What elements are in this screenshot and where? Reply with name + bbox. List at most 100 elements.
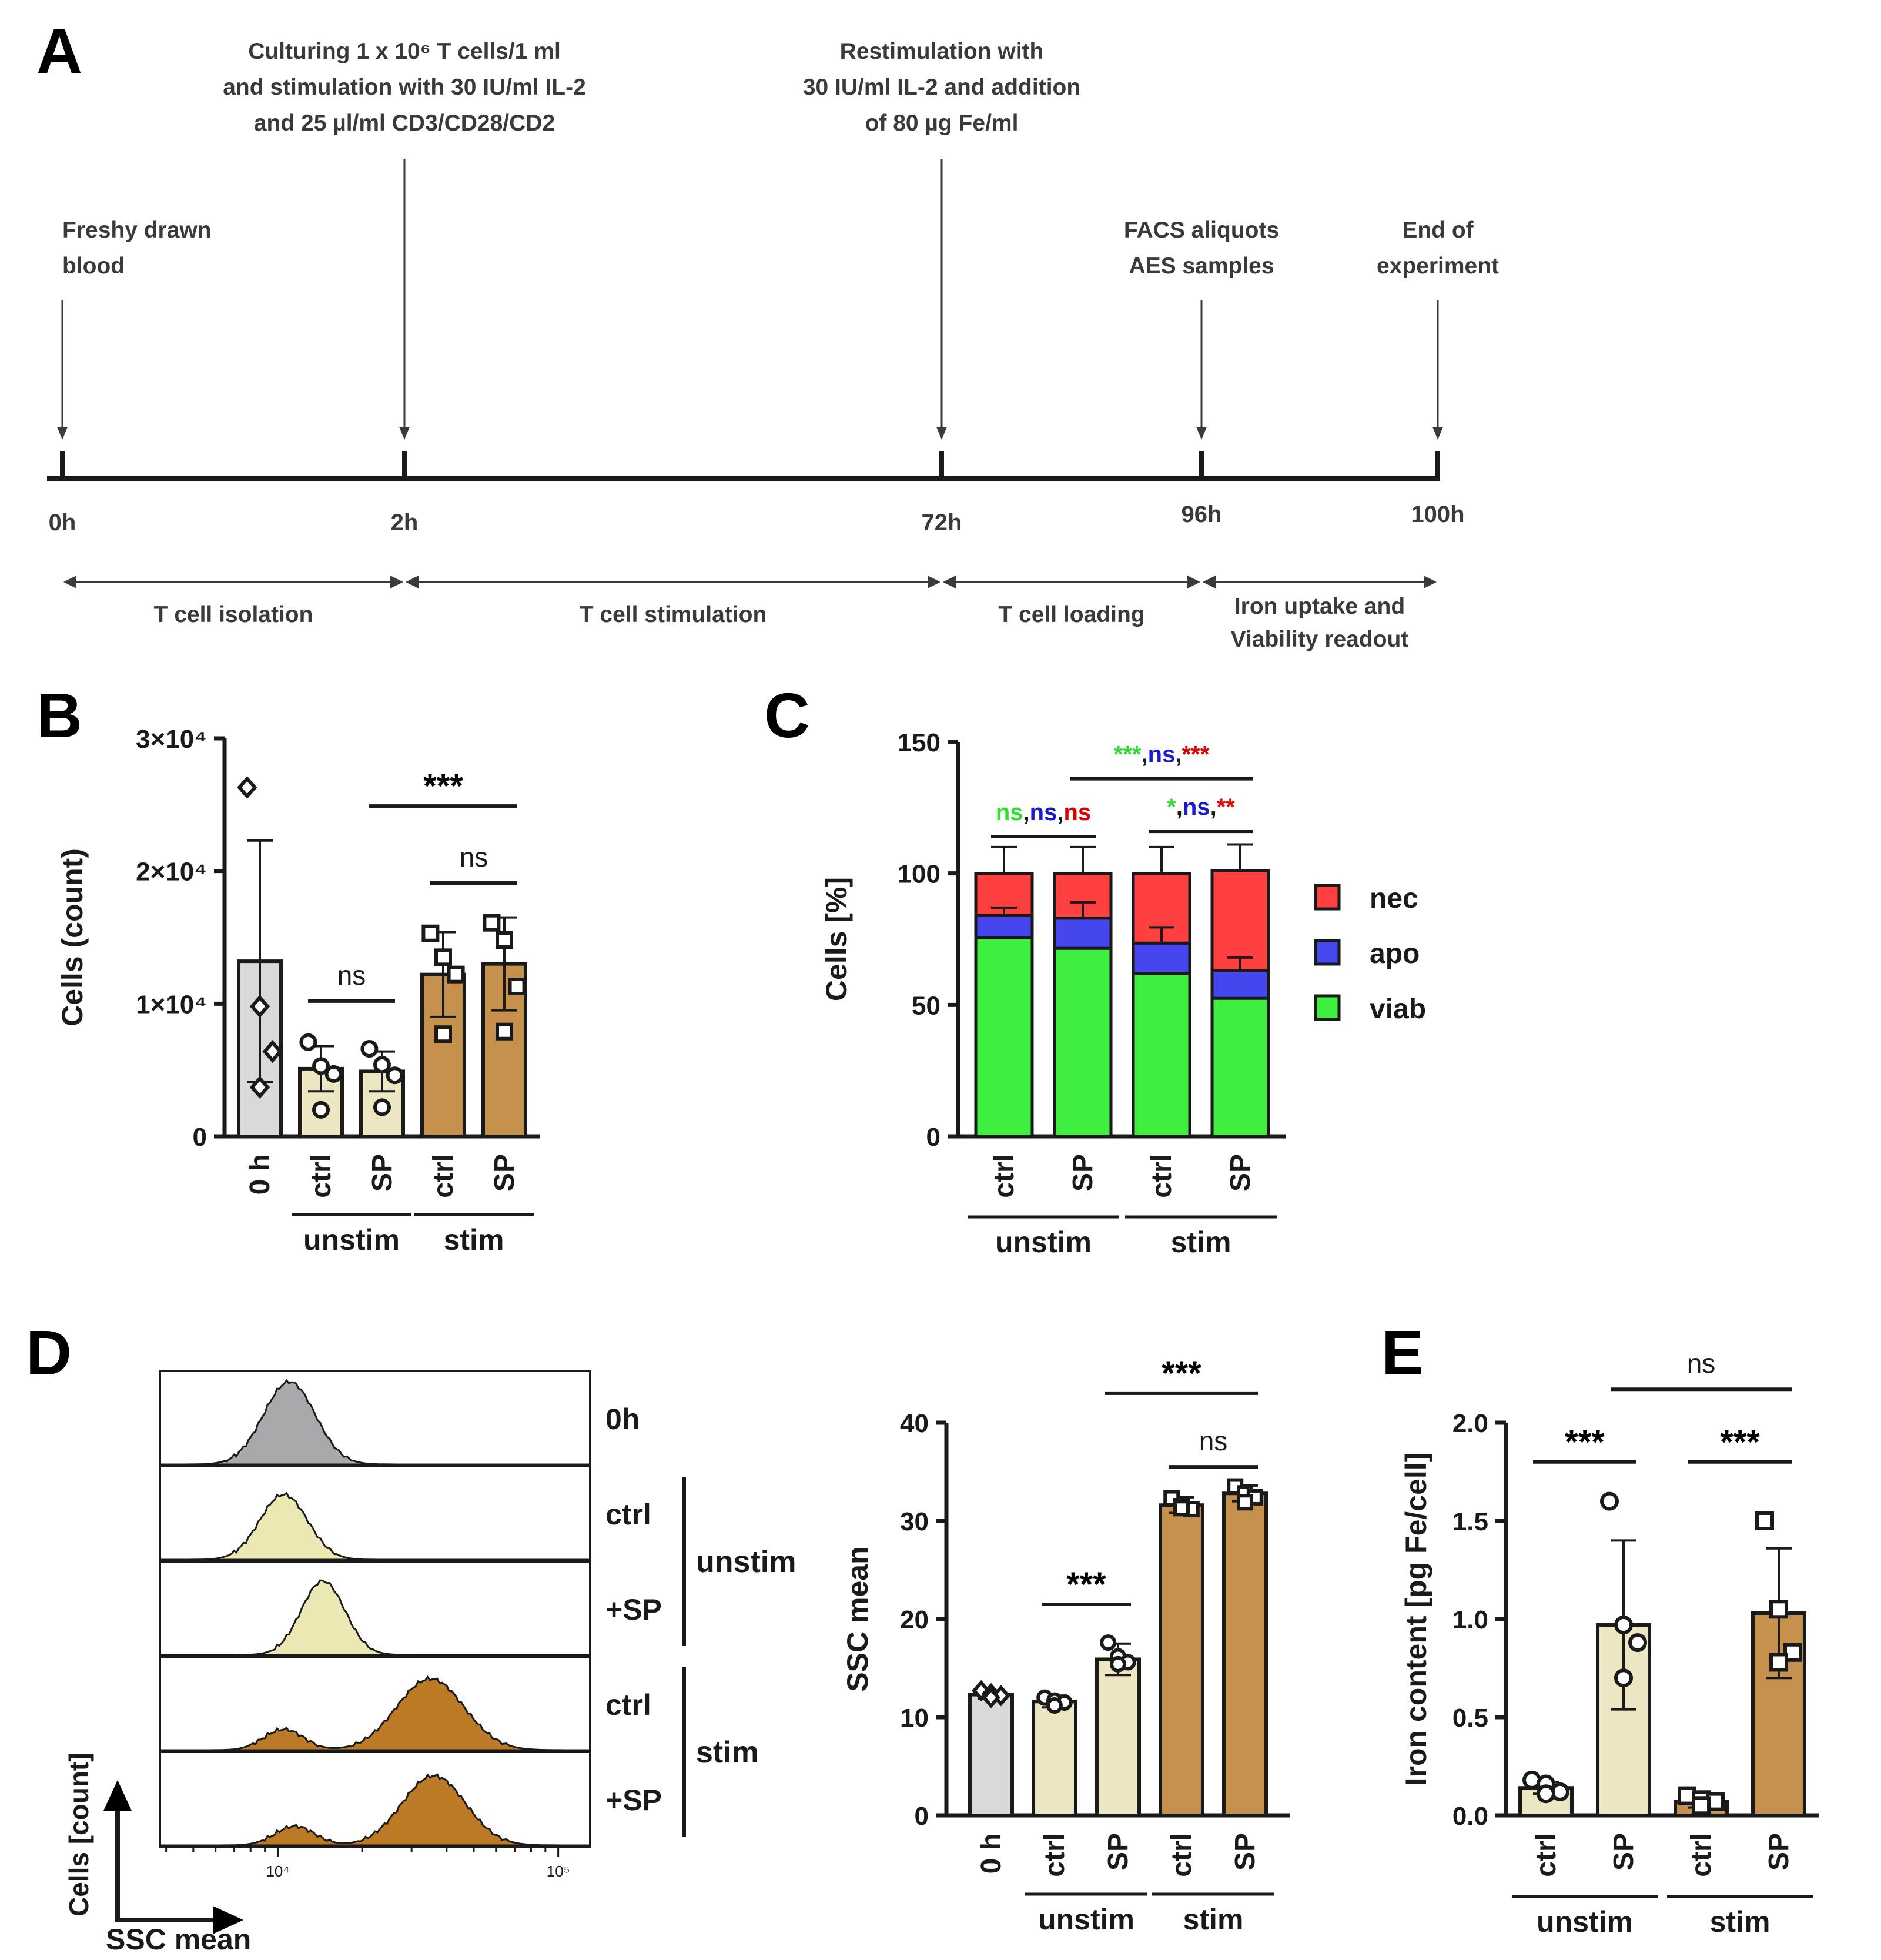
data-point: [1600, 1491, 1619, 1511]
data-point: [360, 1040, 379, 1058]
x-tick-label: ctrl: [306, 1154, 337, 1198]
panel-letter-e: E: [1381, 1317, 1424, 1388]
timeline-event-text: AES samples: [1129, 253, 1274, 279]
y-tick-label: 2.0: [1452, 1409, 1488, 1438]
data-point: [496, 931, 513, 949]
significance-label: ns: [1199, 1426, 1228, 1456]
timeline-tick-label: 100h: [1411, 501, 1464, 527]
significance-label-part: ***: [1182, 742, 1209, 768]
data-point: [434, 1025, 452, 1043]
stacked-segment-viab: [1132, 972, 1191, 1138]
phase-arrowhead-left: [943, 576, 956, 588]
y-tick-label: 30: [900, 1507, 929, 1536]
data-point: [312, 1057, 330, 1075]
significance-label-part: *: [1167, 794, 1176, 820]
histogram-curve: [160, 1773, 590, 1847]
significance-label: ***: [1565, 1423, 1605, 1461]
y-tick-label: 0.5: [1452, 1704, 1488, 1732]
group-label: unstim: [1038, 1903, 1134, 1936]
timeline-tick-label: 96h: [1182, 501, 1222, 527]
y-axis-label: Cells [count]: [63, 1752, 94, 1916]
phase-label: T cell isolation: [154, 602, 313, 627]
timeline-event-text: 30 IU/ml IL-2 and addition: [803, 75, 1080, 100]
panel-letter-b: B: [36, 680, 82, 751]
timeline-event-text: blood: [62, 253, 125, 279]
significance-label-part: ,: [1142, 742, 1148, 768]
x-tick-label: ctrl: [428, 1154, 459, 1198]
data-point: [262, 1040, 283, 1063]
timeline-event-text: Culturing 1 x 10⁶ T cells/1 ml: [248, 39, 561, 64]
timeline-tick-label: 0h: [49, 510, 76, 536]
significance-label: ns,ns,ns: [996, 800, 1091, 825]
significance-label-part: ns: [1030, 800, 1057, 825]
data-point: [1769, 1653, 1788, 1672]
data-point: [1755, 1511, 1774, 1530]
data-point: [447, 965, 465, 984]
phase-arrowhead-left: [406, 576, 419, 588]
timeline-event-text: Freshy drawn: [62, 218, 212, 243]
data-point: [1173, 1500, 1190, 1517]
data-point: [373, 1056, 391, 1074]
x-tick-label: SP: [1103, 1833, 1134, 1871]
data-point: [373, 1098, 391, 1116]
panel-letter-a: A: [36, 15, 82, 86]
group-label: stim: [1183, 1903, 1244, 1936]
data-point: [496, 1022, 513, 1041]
data-point: [386, 1066, 404, 1085]
significance-label-part: ,: [1175, 742, 1182, 768]
significance-label-part: ns: [996, 800, 1023, 825]
legend-swatch-apo: [1314, 939, 1341, 966]
x-axis-arrowhead: [213, 1906, 243, 1934]
timeline-event-text: FACS aliquots: [1124, 218, 1279, 243]
x-tick-label: 10⁵: [547, 1862, 570, 1880]
phase-arrowhead-right: [928, 576, 940, 588]
stacked-segment-nec: [1210, 869, 1270, 972]
significance-label-part: ,: [1057, 800, 1063, 825]
data-point: [434, 948, 452, 966]
group-label: unstim: [995, 1226, 1092, 1259]
histogram-row-label: ctrl: [605, 1498, 651, 1531]
y-tick-label: 20: [900, 1606, 929, 1634]
data-point: [508, 977, 526, 995]
x-tick-label: 0 h: [245, 1154, 276, 1195]
y-axis-label: Cells (count): [56, 848, 89, 1026]
data-point: [249, 995, 270, 1018]
significance-label: ns: [337, 960, 366, 991]
data-point: [1537, 1784, 1555, 1804]
panel-letter-c: C: [764, 680, 810, 751]
x-tick-label: 0 h: [976, 1833, 1007, 1874]
y-tick-label: 2×10⁴: [136, 858, 207, 887]
timeline-event-text: and 25 µl/ml CD3/CD28/CD2: [254, 111, 555, 136]
timeline-arrowhead: [1196, 427, 1207, 440]
histogram-curve: [160, 1491, 590, 1561]
group-label: unstim: [696, 1545, 796, 1579]
timeline-arrowhead: [1432, 427, 1443, 440]
bar: [968, 1693, 1014, 1818]
group-label: unstim: [303, 1223, 400, 1256]
significance-label: ns: [460, 842, 488, 872]
significance-label: ***,ns,***: [1114, 742, 1210, 768]
timeline-event-text: and stimulation with 30 IU/ml IL-2: [223, 75, 586, 100]
significance-label-part: ***: [1114, 742, 1142, 768]
data-point: [1110, 1655, 1126, 1673]
bar: [1032, 1700, 1077, 1818]
y-tick-label: 0: [926, 1123, 940, 1152]
histogram-curve: [160, 1379, 590, 1466]
x-tick-label: SP: [1763, 1833, 1795, 1871]
x-tick-label: 10⁴: [266, 1862, 289, 1880]
y-tick-label: 0: [193, 1123, 207, 1152]
significance-label-part: ns: [1063, 800, 1091, 825]
bar: [1095, 1657, 1141, 1817]
data-point: [324, 1065, 343, 1083]
stacked-segment-apo: [1132, 941, 1191, 975]
data-point: [1614, 1616, 1633, 1635]
histogram-row-label: +SP: [605, 1784, 662, 1817]
y-tick-label: 3×10⁴: [136, 725, 207, 754]
histogram-frame: [159, 1560, 591, 1658]
timeline-tick-label: 72h: [922, 510, 962, 536]
legend-label: nec: [1370, 883, 1418, 914]
data-point: [1046, 1697, 1063, 1714]
data-point: [1100, 1634, 1117, 1651]
y-tick-label: 0.0: [1452, 1802, 1488, 1831]
